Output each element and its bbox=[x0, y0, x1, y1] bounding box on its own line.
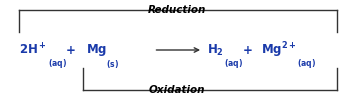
Text: Reduction: Reduction bbox=[147, 5, 206, 15]
Text: $\mathbf{(aq)}$: $\mathbf{(aq)}$ bbox=[48, 57, 67, 70]
Text: $\mathbf{+}$: $\mathbf{+}$ bbox=[242, 44, 252, 56]
Text: $\mathbf{+}$: $\mathbf{+}$ bbox=[65, 44, 76, 56]
Text: $\mathbf{Mg}$: $\mathbf{Mg}$ bbox=[86, 42, 108, 58]
Text: $\mathbf{(aq)}$: $\mathbf{(aq)}$ bbox=[297, 57, 316, 70]
Text: Oxidation: Oxidation bbox=[148, 85, 205, 95]
Text: $\mathbf{Mg^{2+}}$: $\mathbf{Mg^{2+}}$ bbox=[261, 40, 297, 60]
Text: $\mathbf{(s)}$: $\mathbf{(s)}$ bbox=[106, 58, 119, 70]
Text: $\mathbf{2H^+}$: $\mathbf{2H^+}$ bbox=[19, 42, 47, 58]
Text: $\mathbf{(aq)}$: $\mathbf{(aq)}$ bbox=[224, 57, 243, 70]
Text: $\mathbf{H_2}$: $\mathbf{H_2}$ bbox=[207, 42, 223, 57]
